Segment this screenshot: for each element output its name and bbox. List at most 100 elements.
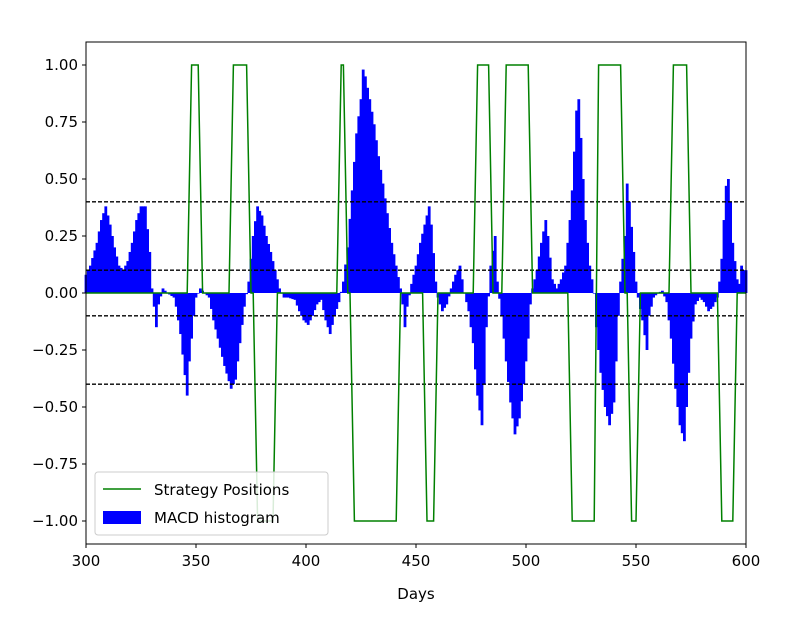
histogram-bar [680,293,684,434]
histogram-bar [221,293,224,357]
histogram-bar [617,293,620,316]
histogram-bar [214,293,218,330]
histogram-bar [665,293,669,303]
histogram-bar [559,279,563,293]
histogram-bar [102,213,105,293]
histogram-bar [520,293,523,402]
histogram-bar [447,293,451,297]
histogram-bar [601,293,605,390]
histogram-bar [381,183,385,293]
histogram-bar [309,293,312,321]
threshold-lines [86,201,746,385]
histogram-bar [663,293,666,297]
histogram-bar [170,293,174,297]
histogram-bar [260,215,264,293]
histogram-bar [537,256,541,293]
histogram-bar [163,290,167,293]
histogram-bar [152,293,156,307]
histogram-bar [535,270,539,293]
histogram-bar [185,293,189,396]
histogram-bar [379,169,383,293]
histogram-bar [678,293,682,426]
histogram-bar [95,242,99,293]
histogram-bar [581,179,585,293]
histogram-bar [674,293,677,389]
histogram-bar [276,279,279,293]
histogram-bar [269,251,273,293]
histogram-bar [513,293,517,435]
histogram-bar [630,226,633,293]
histogram-bar [223,293,226,366]
histogram-bar [377,156,380,293]
histogram-bar [526,293,530,339]
histogram-bar [487,293,490,297]
histogram-bar [148,251,152,293]
histogram-bar [370,111,374,294]
histogram-bar [243,293,246,307]
y-tick-label: 1.00 [45,56,78,74]
histogram-bar [425,215,429,293]
histogram-bar [643,293,647,336]
histogram-bar [159,293,163,297]
histogram-bar [104,206,108,293]
x-tick-label: 550 [622,552,651,570]
histogram-bar [403,293,407,328]
x-tick-label: 350 [182,552,211,570]
histogram-bar [489,265,493,293]
histogram-bar [570,190,574,293]
histogram-bar [311,293,314,316]
histogram-bar [315,293,319,305]
histogram-bar [273,270,277,293]
histogram-bar [177,293,180,321]
histogram-bar [339,291,343,293]
histogram-bar [718,281,721,293]
histogram-bar [150,288,154,293]
histogram-bar [652,293,655,298]
histogram-bar [577,99,581,293]
histogram-bar [434,281,438,293]
histogram-bar [416,254,420,293]
histogram-bar [322,293,325,311]
histogram-bar [515,293,519,427]
histogram-bar [449,288,453,293]
histogram-bar [227,293,231,382]
histogram-bar [625,183,629,293]
histogram-bar [720,258,724,293]
histogram-bar [707,293,710,312]
histogram-bar [423,224,427,293]
histogram-bar [705,293,708,307]
histogram-bar [410,283,413,293]
histogram-bar [612,293,616,403]
histogram-bar [548,257,552,293]
histogram-bar [599,293,603,373]
histogram-bar [256,206,259,293]
histogram-bar [291,293,295,300]
histogram-bar [590,279,594,293]
histogram-bar [133,231,136,293]
histogram-bar [144,206,147,293]
histogram-bar [117,265,121,293]
histogram-bar [700,293,704,300]
histogram-bar [304,293,308,323]
histogram-bar [298,293,301,312]
x-tick-label: 450 [402,552,431,570]
y-tick-label: 0.50 [45,170,78,188]
histogram-bar [93,250,97,293]
histogram-bar [496,281,499,293]
histogram-bar [108,224,112,293]
histogram-bar [408,293,411,296]
histogram-bar [606,293,609,417]
histogram-bar [353,161,356,293]
histogram-bar [284,293,288,298]
histogram-bar [702,293,706,303]
histogram-bar [610,293,614,414]
histogram-bar [438,293,442,305]
histogram-bar [357,116,361,293]
histogram-bar [232,293,235,385]
histogram-bar [478,293,482,411]
histogram-bar [289,293,292,299]
x-tick-label: 600 [732,552,761,570]
histogram-bar [724,185,728,293]
histogram-bar [562,272,565,293]
histogram-bar [694,293,697,305]
